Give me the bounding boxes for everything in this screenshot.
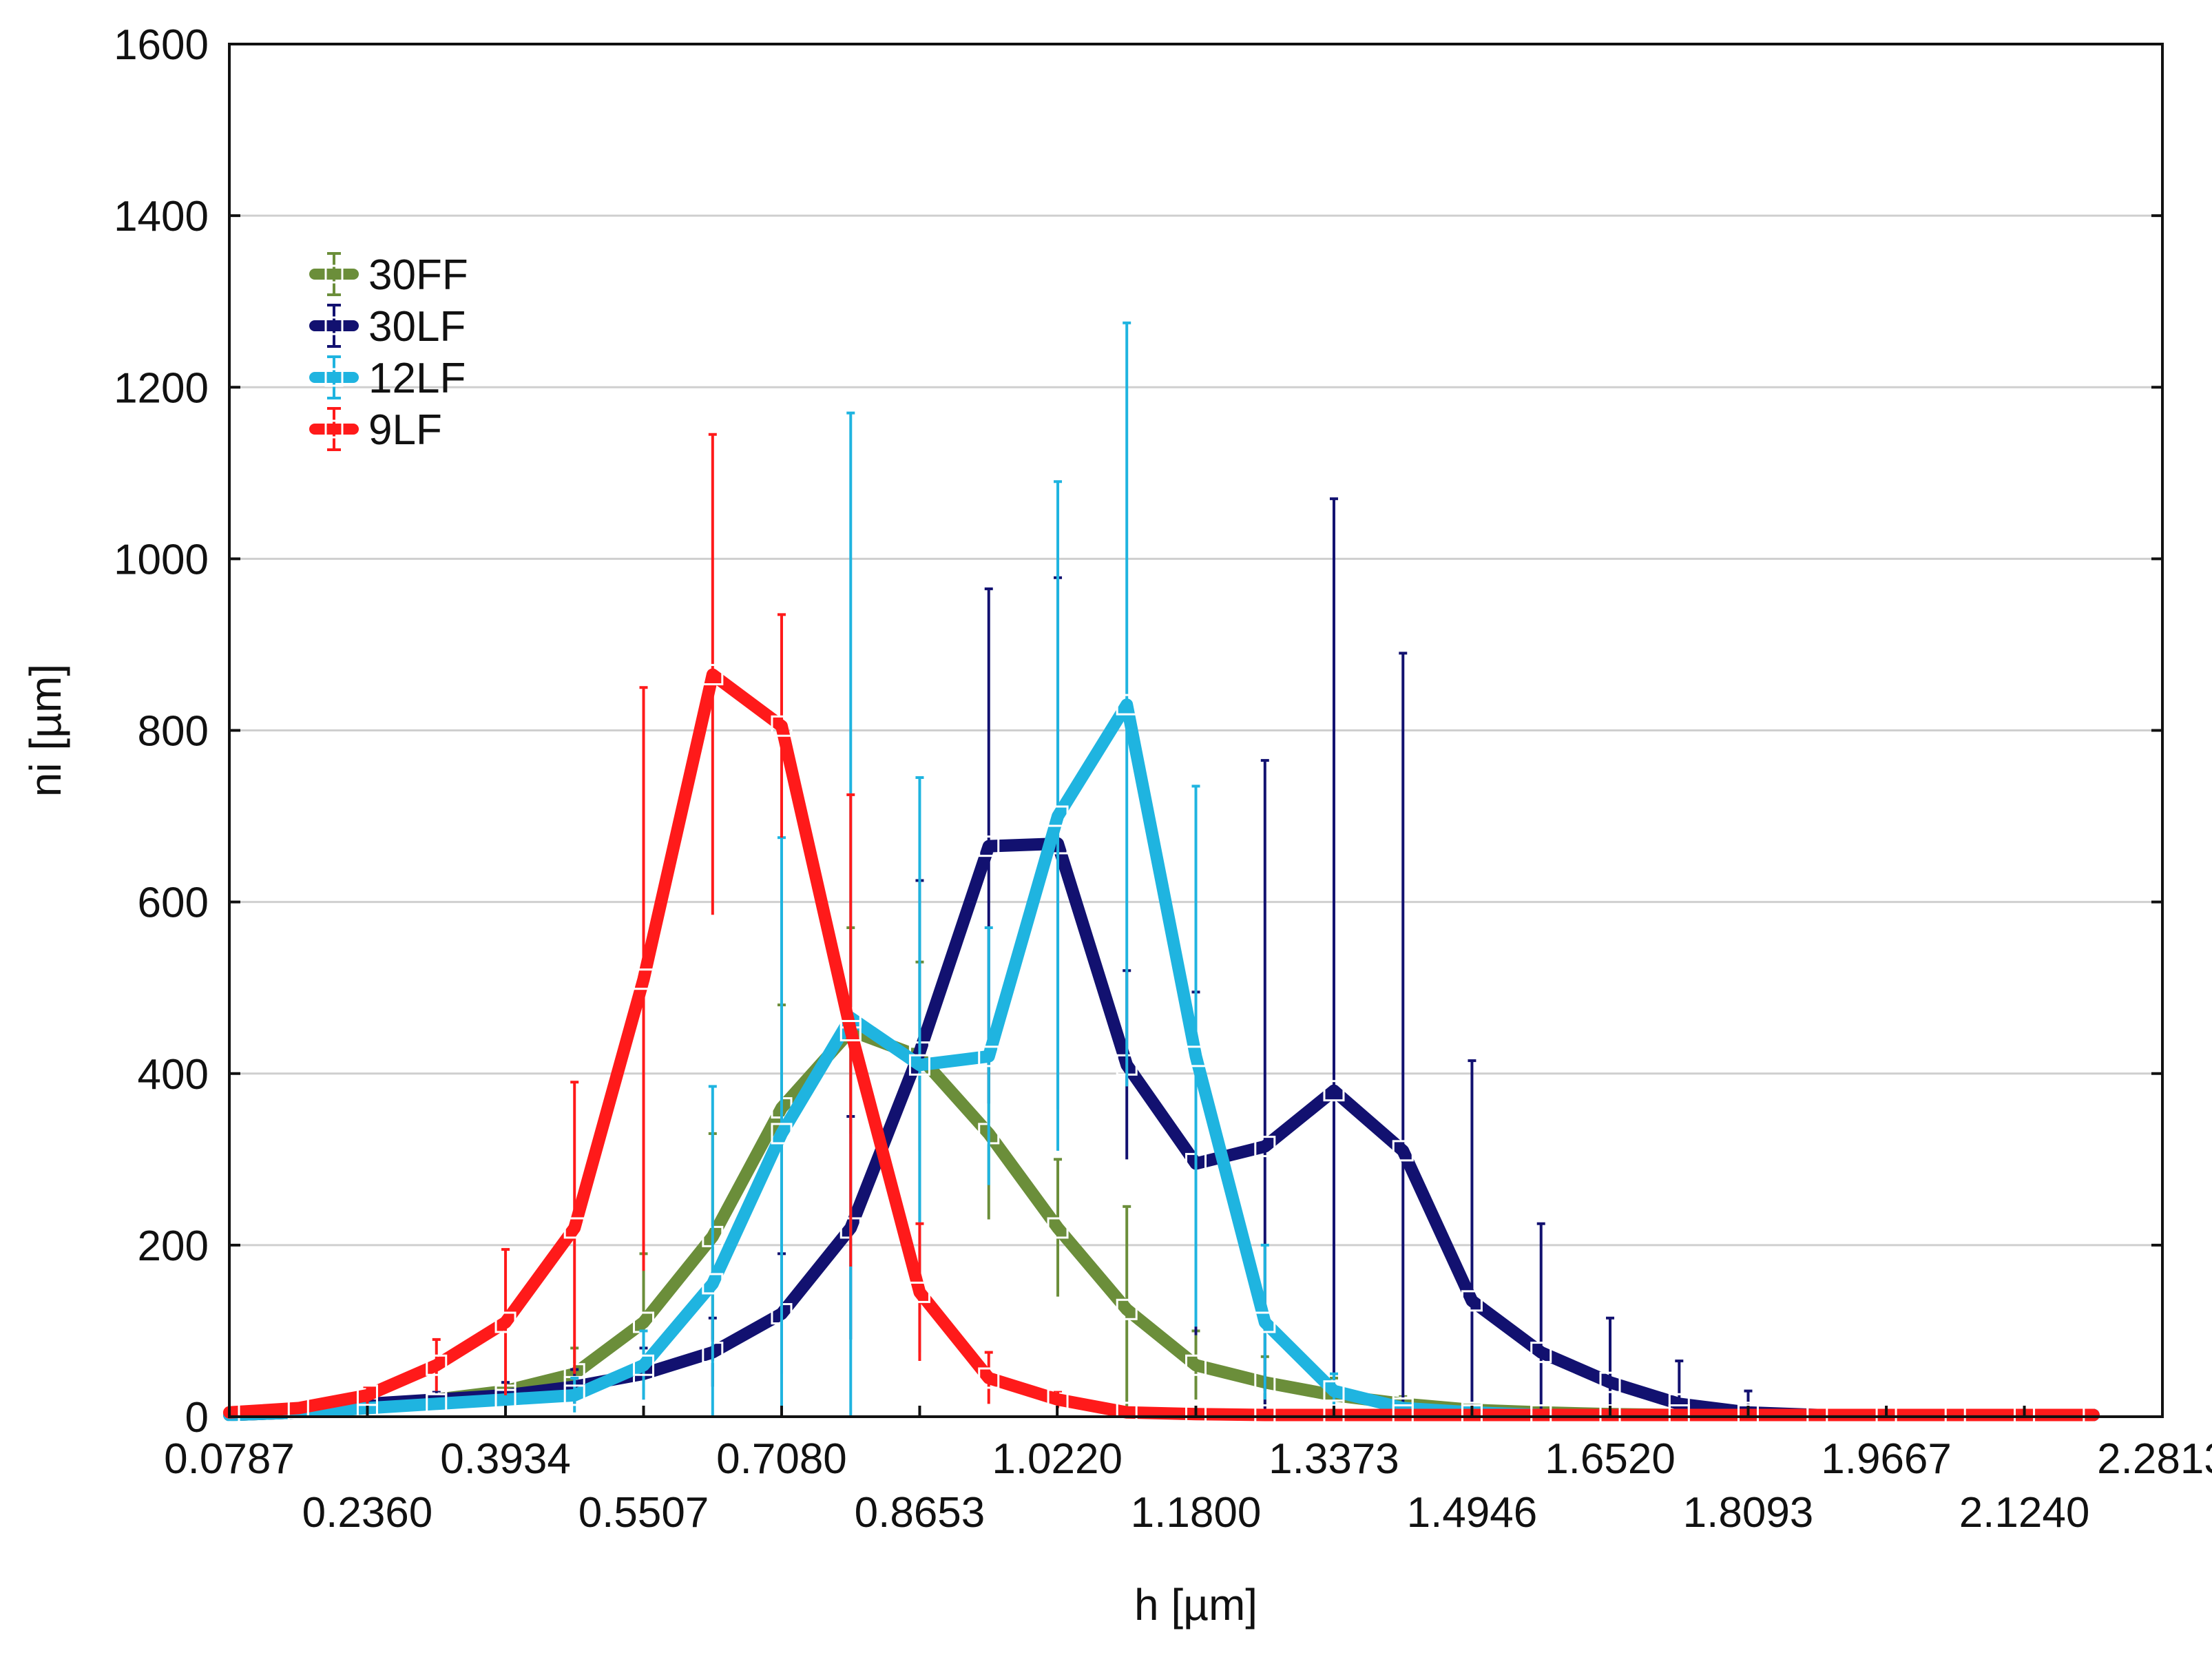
x-tick-label: 1.0220 [992,1435,1123,1483]
data-point [978,835,1000,857]
y-tick-label: 1400 [114,193,209,240]
data-point [1047,1217,1069,1239]
data-point [978,1045,1000,1068]
data-point [702,1273,724,1295]
x-tick-label: 2.1240 [1959,1489,2090,1537]
data-point [908,1054,930,1076]
y-tick-label: 1000 [114,536,209,583]
x-tick-label: 1.4946 [1407,1489,1538,1537]
data-point [1047,805,1069,827]
data-point [1461,1404,1483,1426]
legend-item-12LF: 12LF [309,355,466,402]
legend-item-30LF: 30LF [309,303,466,351]
data-point [494,1311,517,1333]
x-tick-label: 0.3934 [440,1435,571,1483]
legend-marker [324,368,344,387]
x-tick-label: 0.2360 [302,1489,433,1537]
legend-item-30FF: 30FF [309,251,468,299]
x-tick-label: 1.6520 [1545,1435,1676,1483]
data-point [771,1123,793,1145]
x-tick-label: 0.5507 [578,1489,709,1537]
x-tick-label: 1.3373 [1269,1435,1399,1483]
data-point [908,1281,930,1303]
legend-item-9LF: 9LF [309,406,442,454]
data-point [1944,1404,1966,1426]
x-tick-label: 1.1800 [1131,1489,1262,1537]
data-point [2014,1404,2036,1426]
y-tick-label: 800 [138,708,209,756]
legend-marker [324,316,344,335]
x-tick-label: 0.0787 [164,1435,295,1483]
data-point [1530,1404,1552,1426]
data-point [1392,1404,1414,1426]
data-point [1668,1404,1690,1426]
x-tick-label: 0.7080 [716,1435,847,1483]
data-point [1254,1136,1276,1158]
data-point [1392,1140,1414,1162]
legend-label: 12LF [368,355,466,402]
data-point [1461,1290,1483,1312]
data-point [771,715,793,737]
data-point [426,1393,448,1415]
data-point [1323,1380,1345,1402]
y-tick-label: 200 [138,1222,209,1270]
y-tick-label: 400 [138,1051,209,1099]
data-point [702,664,724,686]
data-point [1185,1045,1207,1068]
data-point [1185,1354,1207,1376]
data-point [1254,1311,1276,1333]
data-point [1530,1342,1552,1364]
legend-marker [324,419,344,439]
data-point [2083,1404,2105,1426]
data-point [426,1354,448,1376]
data-point [1185,1403,1207,1425]
x-tick-label: 1.9667 [1821,1435,1952,1483]
legend-marker [324,264,344,284]
legend-label: 9LF [368,406,442,454]
data-point [1116,1298,1138,1320]
data-point [1254,1404,1276,1426]
data-point [1323,1080,1345,1102]
y-tick-label: 1200 [114,364,209,412]
data-point [563,1384,585,1406]
data-point [1116,1402,1138,1424]
x-tick-label: 2.2813 [2097,1435,2212,1483]
y-axis-title: ni [µm] [21,664,70,797]
data-point [1806,1404,1828,1426]
data-point [1599,1404,1621,1426]
series-line-9LF [223,668,2100,1422]
series-9LF [218,433,2105,1426]
x-axis-title: h [µm] [1134,1580,1258,1630]
data-point [633,1354,655,1376]
axis-ticks: 0 200 400 600 800 1000 1200 1400 1600 0.0787 0.393… [114,21,2212,1537]
data-point [563,1217,585,1239]
data-point [1323,1404,1345,1426]
data-point [839,1019,862,1041]
data-point [356,1384,378,1406]
x-tick-label: 0.8653 [855,1489,985,1537]
data-point [1599,1371,1621,1393]
data-point [1116,694,1138,716]
series-layer [218,321,2105,1426]
data-point [978,1367,1000,1389]
legend-label: 30LF [368,303,466,351]
x-tick-label: 1.8093 [1683,1489,1814,1537]
data-point [633,968,655,990]
data-point [1875,1404,1897,1426]
y-tick-label: 1600 [114,21,209,69]
data-point [1737,1404,1759,1426]
y-tick-label: 600 [138,879,209,927]
y-tick-label: 0 [185,1394,209,1441]
legend-label: 30FF [368,251,468,299]
